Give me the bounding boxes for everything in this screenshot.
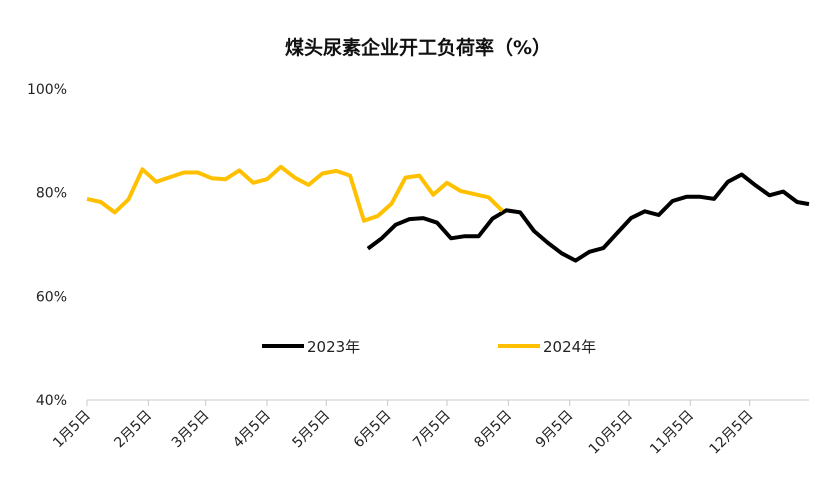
legend: 2023年 2024年 [262, 338, 596, 356]
x-tick-label: 9月5日 [533, 408, 577, 452]
y-axis-labels: 40% 60% 80% 100% [27, 82, 67, 409]
chart-title: 煤头尿素企业开工负荷率（%） [285, 36, 551, 59]
x-tick-label: 10月5日 [586, 408, 636, 458]
series-line-2024 [86, 164, 504, 223]
x-axis-labels: 1月5日 2月5日 3月5日 4月5日 5月5日 6月5日 7月5日 8月5日 9月5日 10月5… [50, 408, 756, 458]
series-line-2023 [366, 172, 810, 263]
x-tick-label: 7月5日 [410, 408, 454, 452]
legend-label: 2023年 [307, 338, 360, 356]
series-lines [86, 164, 810, 263]
x-tick-label: 2月5日 [111, 408, 155, 452]
x-tick-label: 11月5日 [647, 408, 697, 458]
x-tick-label: 5月5日 [289, 408, 333, 452]
x-tick-label: 1月5日 [50, 408, 94, 452]
y-tick-label: 100% [27, 82, 67, 98]
x-tick-label: 3月5日 [169, 408, 213, 452]
x-tick-label: 12月5日 [706, 408, 756, 458]
y-tick-label: 60% [36, 289, 67, 305]
y-tick-label: 40% [36, 393, 67, 409]
x-tick-label: 6月5日 [351, 408, 395, 452]
x-tick-label: 8月5日 [471, 408, 515, 452]
legend-label: 2024年 [543, 338, 596, 356]
axes [86, 399, 809, 406]
y-tick-label: 80% [36, 186, 67, 202]
x-tick-label: 4月5日 [230, 408, 274, 452]
